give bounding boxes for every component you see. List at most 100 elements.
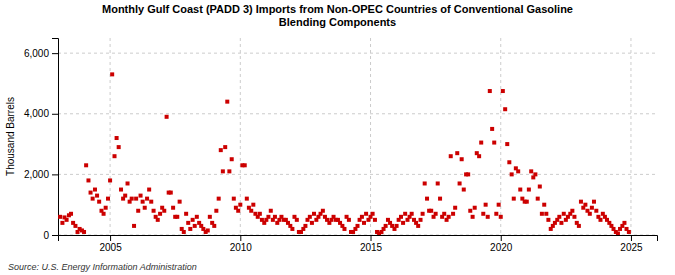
point [290, 227, 294, 231]
x-axis-line [59, 236, 658, 242]
point [577, 224, 581, 228]
point [186, 221, 190, 225]
point [570, 209, 574, 213]
point [139, 194, 143, 198]
point [421, 212, 425, 216]
point [434, 212, 438, 216]
point [572, 215, 576, 219]
point [69, 212, 73, 216]
point [453, 206, 457, 210]
point [251, 203, 255, 207]
x-tick-label: 2020 [490, 242, 513, 253]
point [425, 197, 429, 201]
point [494, 212, 498, 216]
point [108, 178, 112, 182]
point [583, 203, 587, 207]
point [165, 115, 169, 119]
point [466, 172, 470, 176]
y-tick-label: 0 [43, 230, 49, 241]
point [236, 209, 240, 213]
point [310, 221, 314, 225]
point [579, 200, 583, 204]
point [230, 157, 234, 161]
y-grid-line [58, 174, 657, 175]
point [93, 188, 97, 192]
point [373, 218, 377, 222]
point [540, 212, 544, 216]
point [507, 160, 511, 164]
y-tick: 4,000 [24, 108, 58, 119]
title-line: Blending Components [279, 16, 396, 28]
point [438, 197, 442, 201]
x-grid-line [370, 38, 371, 235]
point [449, 154, 453, 158]
point [468, 209, 472, 213]
x-tick-label: 2015 [360, 242, 383, 253]
point [217, 197, 221, 201]
point [477, 154, 481, 158]
point [403, 212, 407, 216]
point [102, 212, 106, 216]
point [126, 181, 130, 185]
point [364, 212, 368, 216]
point [134, 197, 138, 201]
point [243, 163, 247, 167]
point [219, 148, 223, 152]
point [492, 141, 496, 145]
point [221, 169, 225, 173]
point [436, 181, 440, 185]
point [423, 181, 427, 185]
point [497, 203, 501, 207]
point [503, 107, 507, 111]
point [91, 197, 95, 201]
y-tick-label: 2,000 [24, 169, 49, 180]
x-tick-label: 2010 [230, 242, 253, 253]
point [616, 231, 620, 235]
point [481, 212, 485, 216]
point [82, 230, 86, 234]
x-grid-line [630, 38, 631, 235]
point [123, 194, 127, 198]
point [232, 197, 236, 201]
point [227, 169, 231, 173]
point [588, 212, 592, 216]
point [175, 215, 179, 219]
x-tick-label: 2025 [620, 242, 643, 253]
point [95, 194, 99, 198]
point [516, 169, 520, 173]
chart: 2005201020152020202502,0004,0006,000Mont… [0, 0, 675, 275]
point [529, 169, 533, 173]
point [484, 203, 488, 207]
point [188, 227, 192, 231]
point [542, 203, 546, 207]
point [184, 212, 188, 216]
point [473, 206, 477, 210]
point [182, 230, 186, 234]
point [86, 178, 90, 182]
point [89, 191, 93, 195]
title: Monthly Gulf Coast (PADD 3) Imports from… [102, 3, 573, 28]
y-grid-line [58, 53, 657, 54]
x-tick-mark [631, 235, 632, 241]
point [356, 224, 360, 228]
y-tick-label: 4,000 [24, 108, 49, 119]
point [455, 151, 459, 155]
point [312, 212, 316, 216]
point [594, 209, 598, 213]
point [399, 215, 403, 219]
point [141, 200, 145, 204]
x-axis: 20052010201520202025 [59, 235, 658, 253]
point [598, 218, 602, 222]
source-note: Source: U.S. Energy Information Administ… [8, 262, 197, 272]
x-tick-mark [240, 235, 241, 241]
point [113, 154, 117, 158]
point [269, 209, 273, 213]
x-tick-mark [110, 235, 111, 241]
point [395, 224, 399, 228]
point [525, 200, 529, 204]
point [384, 224, 388, 228]
point [544, 212, 548, 216]
point [479, 141, 483, 145]
grid [58, 38, 657, 235]
points [58, 72, 631, 235]
